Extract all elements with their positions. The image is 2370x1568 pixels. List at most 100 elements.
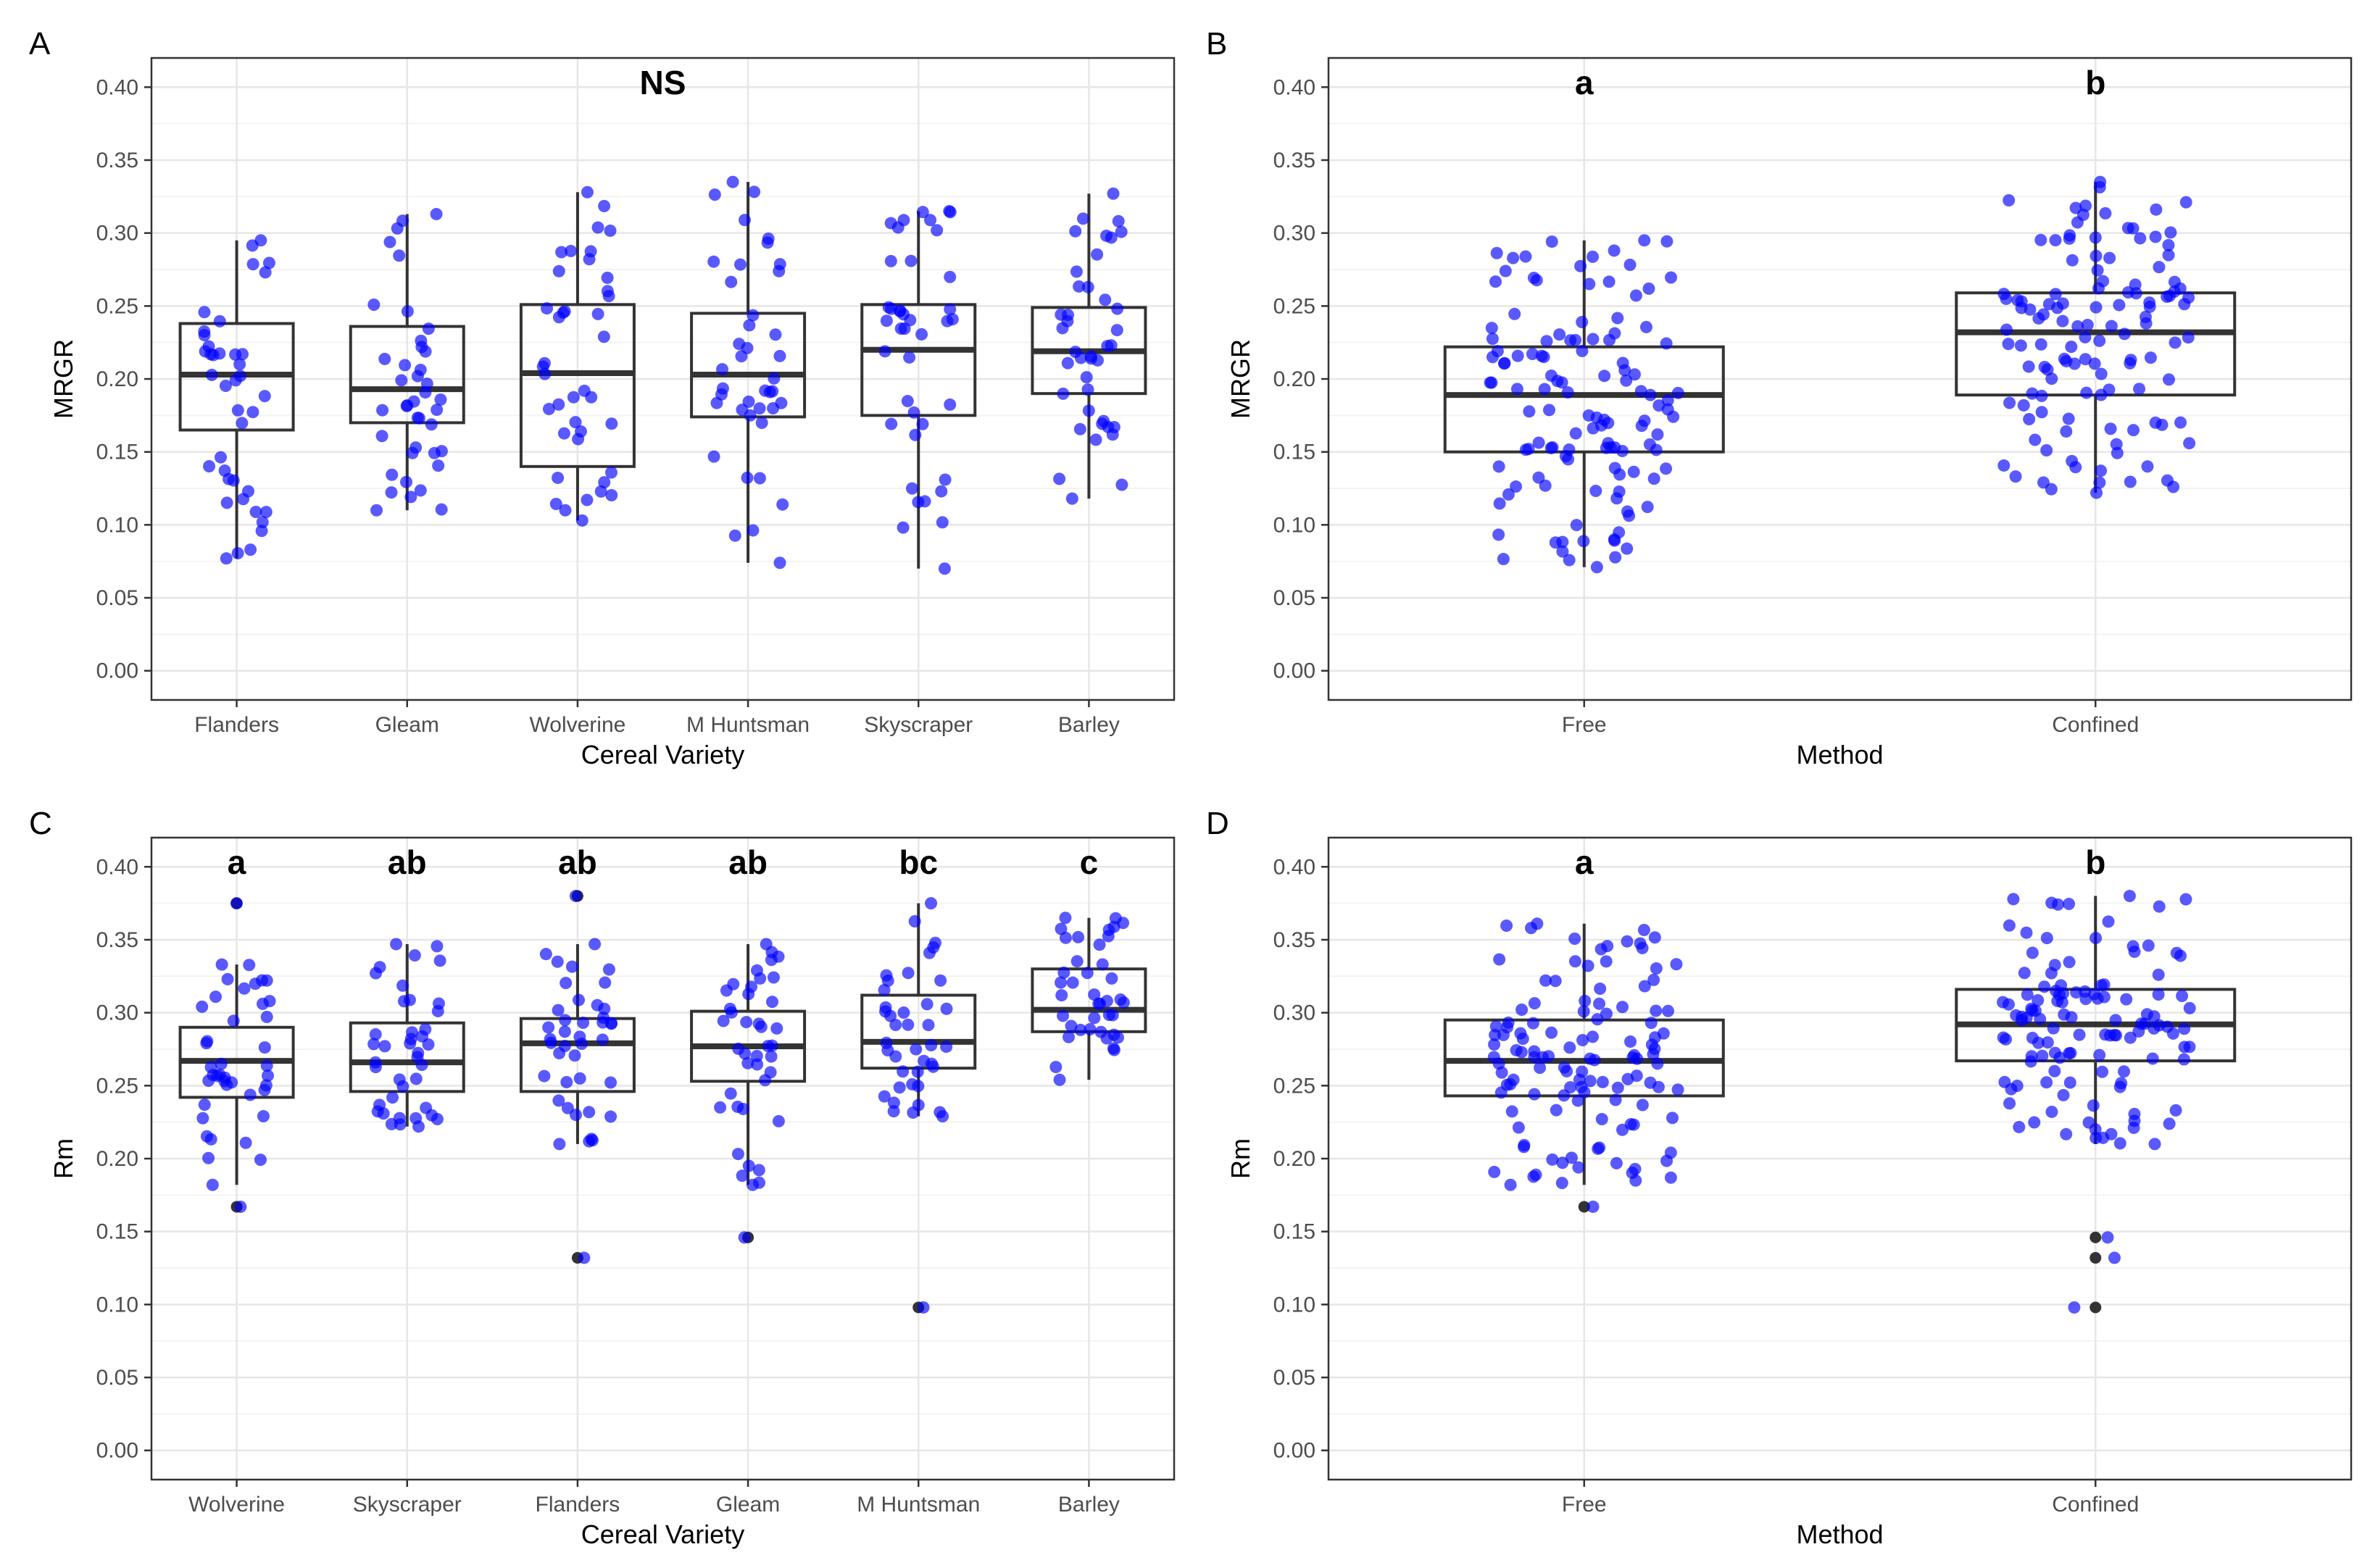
- data-point: [213, 314, 226, 328]
- data-point: [259, 506, 273, 519]
- data-point: [2045, 1105, 2058, 1118]
- data-point: [1538, 383, 1551, 396]
- data-point: [555, 246, 568, 259]
- data-point: [2093, 181, 2106, 194]
- data-point: [553, 1138, 566, 1151]
- data-point: [1609, 551, 1622, 564]
- data-point: [1549, 975, 1562, 988]
- data-point: [552, 398, 565, 411]
- data-point: [1049, 1061, 1063, 1074]
- data-point: [431, 940, 444, 953]
- data-point: [1576, 1034, 1589, 1047]
- data-point: [2093, 1048, 2106, 1062]
- data-point: [386, 1091, 399, 1104]
- data-point: [2127, 424, 2140, 437]
- data-point: [373, 961, 386, 974]
- data-point: [1065, 1019, 1078, 1033]
- significance-label: NS: [640, 64, 686, 101]
- data-point: [581, 493, 594, 506]
- data-point: [2053, 1051, 2066, 1064]
- data-point: [2029, 433, 2042, 446]
- data-point: [2010, 1009, 2023, 1022]
- data-point: [254, 1154, 267, 1167]
- data-point: [415, 1059, 428, 1072]
- data-point: [598, 476, 611, 489]
- data-point: [604, 1110, 618, 1123]
- data-point: [2042, 298, 2055, 311]
- data-point: [1638, 234, 1651, 247]
- data-point: [708, 188, 721, 201]
- data-point: [2022, 360, 2035, 373]
- data-point: [1100, 994, 1113, 1007]
- data-point: [220, 496, 233, 509]
- data-point: [1577, 535, 1590, 548]
- data-point: [215, 1057, 228, 1070]
- data-point: [243, 959, 256, 972]
- data-point: [1074, 351, 1087, 364]
- data-point: [409, 1072, 423, 1085]
- data-point: [1588, 1054, 1601, 1067]
- data-point: [2017, 399, 2030, 412]
- data-point: [1613, 485, 1626, 498]
- data-point: [1602, 333, 1616, 346]
- data-point: [1623, 509, 1636, 522]
- y-tick-label: 0.20: [1273, 367, 1315, 391]
- data-point: [885, 417, 898, 430]
- data-point: [1061, 356, 1074, 370]
- data-point: [2050, 985, 2063, 998]
- data-point: [227, 1014, 240, 1027]
- data-point: [748, 185, 761, 199]
- data-point: [2139, 310, 2152, 323]
- data-point: [1539, 974, 1552, 987]
- y-tick-label: 0.30: [96, 222, 138, 246]
- data-point: [743, 319, 756, 332]
- data-point: [1499, 264, 1512, 278]
- data-point: [598, 199, 611, 212]
- y-tick-label: 0.40: [1273, 75, 1315, 99]
- data-point: [2071, 216, 2084, 229]
- data-point: [378, 352, 391, 365]
- x-tick-label: Wolverine: [529, 713, 625, 737]
- data-point: [596, 1016, 610, 1029]
- data-point: [1609, 1093, 1622, 1106]
- data-point: [575, 514, 589, 527]
- data-point: [752, 1017, 765, 1030]
- data-point: [1062, 309, 1075, 322]
- data-point: [909, 428, 922, 441]
- data-point: [2000, 323, 2013, 336]
- data-point: [1488, 1038, 1501, 1051]
- data-point: [767, 971, 780, 984]
- data-point: [1613, 468, 1626, 481]
- data-point: [2134, 232, 2147, 245]
- data-point: [2153, 261, 2166, 274]
- data-point: [1099, 293, 1112, 306]
- data-point: [1601, 940, 1614, 953]
- data-point: [585, 391, 598, 404]
- data-point: [1610, 1156, 1623, 1169]
- data-point: [1505, 1105, 1518, 1118]
- data-point: [370, 504, 383, 517]
- data-point: [1586, 1030, 1599, 1043]
- data-point: [2047, 1022, 2060, 1035]
- data-point: [878, 983, 891, 996]
- data-point: [1066, 976, 1079, 989]
- data-point: [573, 1072, 586, 1085]
- data-point: [1511, 349, 1524, 362]
- data-point: [1565, 1151, 1578, 1164]
- data-point: [773, 556, 786, 570]
- data-point: [2090, 486, 2103, 499]
- data-point: [2124, 354, 2137, 367]
- data-point: [1638, 414, 1651, 428]
- data-point: [1527, 272, 1540, 285]
- data-point: [1084, 1023, 1097, 1036]
- data-point: [1089, 433, 1102, 446]
- data-point: [1546, 1153, 1559, 1166]
- data-point: [1489, 275, 1502, 288]
- panel-label: D: [1206, 806, 1229, 841]
- data-point: [1596, 1075, 1609, 1088]
- data-point: [399, 359, 412, 372]
- data-point: [597, 330, 610, 343]
- significance-label: ab: [388, 843, 427, 881]
- data-point: [1620, 374, 1633, 387]
- data-point: [1664, 1171, 1677, 1184]
